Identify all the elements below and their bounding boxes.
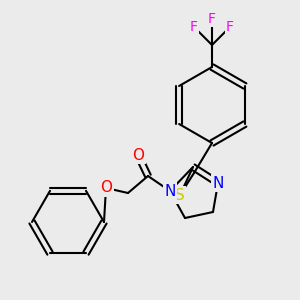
- Text: F: F: [226, 20, 234, 34]
- Text: F: F: [208, 12, 216, 26]
- Text: S: S: [175, 188, 185, 202]
- Text: F: F: [190, 20, 198, 34]
- Text: O: O: [132, 148, 144, 163]
- Text: N: N: [164, 184, 176, 199]
- Text: O: O: [100, 181, 112, 196]
- Text: N: N: [212, 176, 224, 190]
